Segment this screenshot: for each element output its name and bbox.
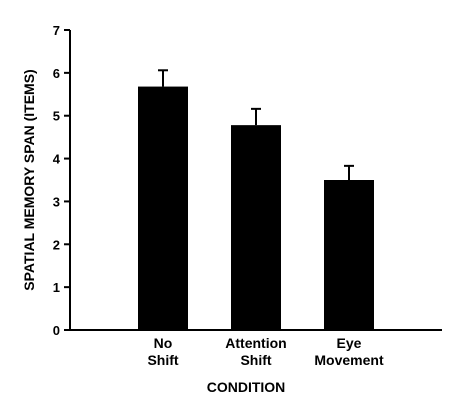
y-tick-label: 5	[53, 109, 60, 124]
x-tick-label: Eye	[337, 335, 362, 351]
x-tick-label: Shift	[147, 352, 178, 368]
error-bars	[158, 69, 354, 180]
bar	[138, 86, 188, 330]
x-tick-label: No	[154, 335, 173, 351]
y-axis-title: SPATIAL MEMORY SPAN (ITEMS)	[21, 69, 37, 290]
x-tick-label: Shift	[240, 352, 271, 368]
y-tick-label: 6	[53, 66, 60, 81]
bars	[138, 86, 374, 331]
y-tick-label: 7	[53, 23, 60, 38]
y-axis: 0 1 2 3 4 5 6 7	[53, 23, 71, 338]
bar	[324, 180, 374, 330]
x-tick-label: Attention	[225, 335, 286, 351]
y-tick-label: 4	[53, 152, 61, 167]
y-tick-label: 3	[53, 194, 60, 209]
y-tick-label: 1	[53, 280, 60, 295]
bar	[231, 125, 281, 331]
x-axis-title: CONDITION	[207, 379, 286, 395]
y-tick-label: 0	[53, 323, 60, 338]
x-tick-label: Movement	[314, 352, 384, 368]
y-tick-label: 2	[53, 237, 60, 252]
